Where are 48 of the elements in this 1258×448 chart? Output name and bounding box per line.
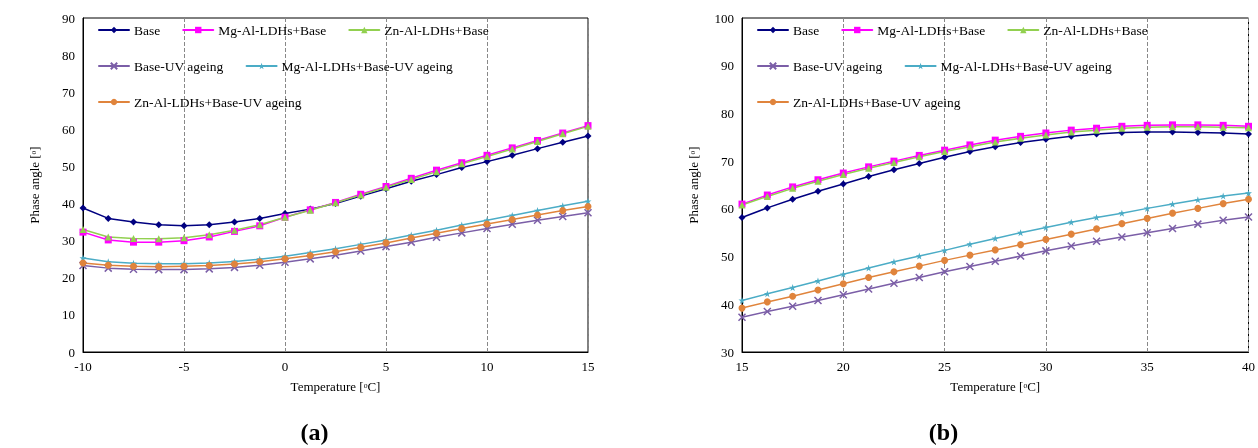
x-axis-title: Temperature [ᵒC]: [950, 379, 1041, 394]
y-tick-label: 70: [62, 84, 75, 100]
y-tick-label: 20: [62, 270, 75, 286]
text: (b): [928, 419, 959, 445]
x-tick-label: 40: [1242, 359, 1255, 374]
y-axis-title: Phase angle [ᵒ]: [27, 146, 42, 224]
y-tick-label: 50: [721, 249, 734, 265]
y-tick-label: 0: [68, 344, 75, 360]
y-tick-label: 90: [721, 58, 734, 74]
y-axis-title: Phase angle [ᵒ]: [686, 146, 701, 224]
legend-label: Base: [793, 22, 820, 38]
legend-label: Base-UV ageing: [793, 58, 883, 74]
x-tick-label: 35: [1140, 359, 1154, 374]
x-tick-label: 30: [1039, 359, 1053, 374]
legend-label: Mg-Al-LDHs+Base-UV ageing: [940, 58, 1113, 74]
x-tick-label: 5: [382, 359, 390, 374]
y-tick-label: 30: [62, 233, 75, 249]
legend-label: Zn-Al-LDHs+Base-UV ageing: [134, 94, 302, 110]
y-tick-label: 100: [714, 10, 734, 26]
y-tick-label: 10: [62, 307, 75, 323]
x-tick-label: 25: [938, 359, 952, 374]
legend-label: Zn-Al-LDHs+Base: [1043, 22, 1148, 38]
legend-label: Base: [134, 22, 161, 38]
x-tick-label: -10: [74, 359, 92, 374]
y-tick-label: 60: [62, 121, 75, 137]
x-tick-label: -5: [178, 359, 190, 374]
x-tick-label: 10: [480, 359, 494, 374]
x-tick-label: 15: [735, 359, 749, 374]
x-tick-label: 20: [836, 359, 850, 374]
y-tick-label: 80: [721, 105, 734, 121]
legend-label: Zn-Al-LDHs+Base-UV ageing: [793, 94, 961, 110]
y-tick-label: 60: [721, 201, 734, 217]
x-tick-label: 15: [581, 359, 595, 374]
y-tick-label: 90: [62, 10, 75, 26]
y-tick-label: 40: [721, 296, 734, 312]
legend-label: Zn-Al-LDHs+Base: [384, 22, 489, 38]
x-tick-label: 0: [281, 359, 289, 374]
legend-label: Base-UV ageing: [134, 58, 224, 74]
x-axis-title: Temperature [ᵒC]: [290, 379, 381, 394]
y-tick-label: 30: [721, 344, 734, 360]
legend-label: Mg-Al-LDHs+Base: [218, 22, 327, 38]
legend-label: Mg-Al-LDHs+Base: [877, 22, 986, 38]
y-tick-label: 50: [62, 158, 75, 174]
legend-label: Mg-Al-LDHs+Base-UV ageing: [281, 58, 454, 74]
y-tick-label: 80: [62, 47, 75, 63]
y-tick-label: 70: [721, 153, 734, 169]
text: (a): [300, 419, 329, 445]
y-tick-label: 40: [62, 196, 75, 212]
